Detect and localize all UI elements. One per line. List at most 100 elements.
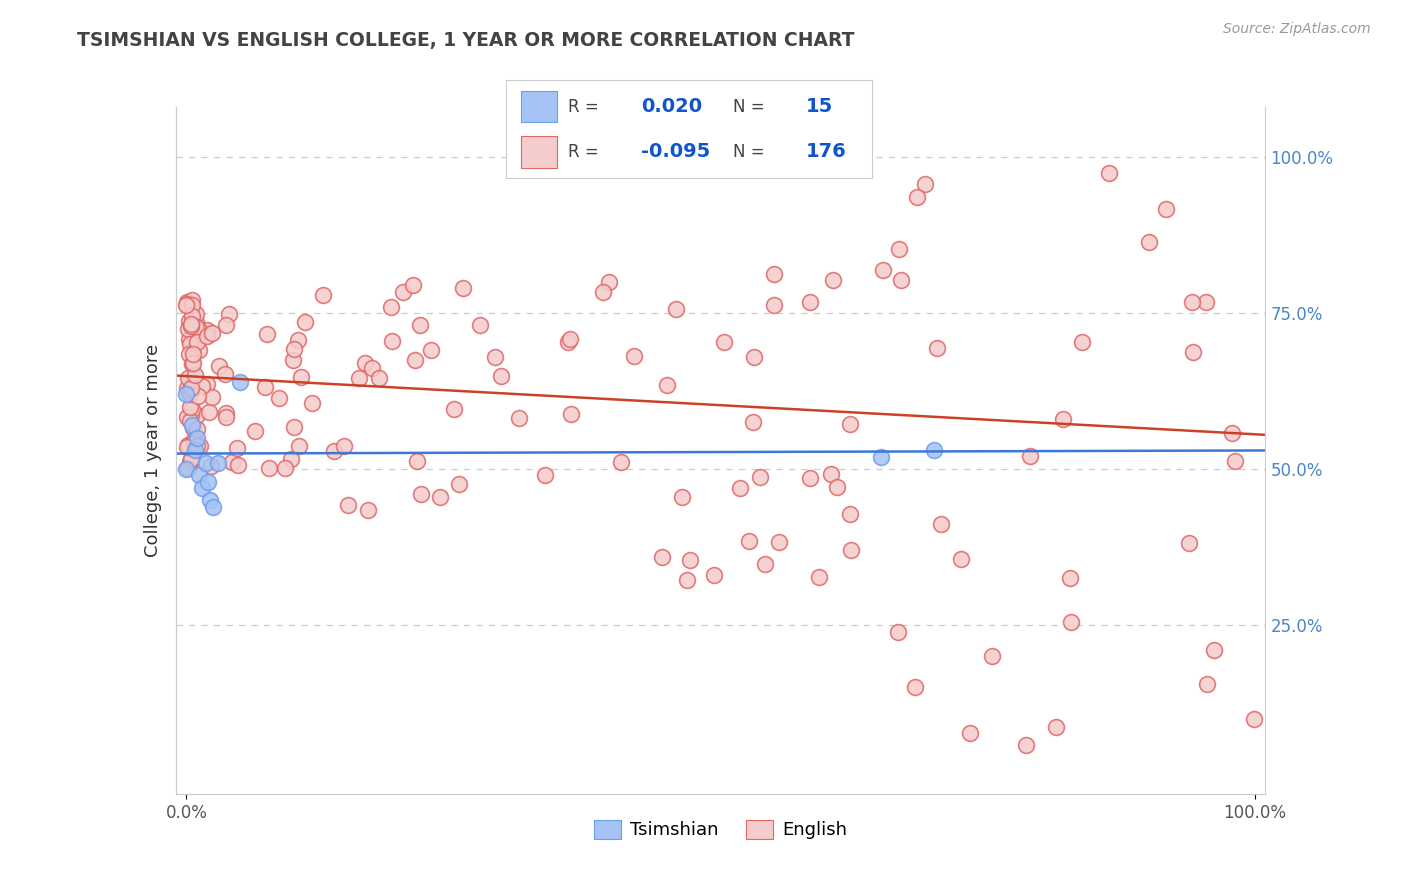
Point [186,315,208,329]
Point [176,409,198,424]
Point [181,298,204,312]
Point [195,323,218,337]
Point [807,570,830,584]
Point [762,267,785,281]
Point [768,535,790,549]
Bar [520,136,557,168]
Point [1052,412,1074,426]
Point [1018,449,1040,463]
Point [183,436,205,450]
Point [179,400,201,414]
Text: N =: N = [733,98,765,116]
Point [380,300,402,314]
Point [176,295,198,310]
Point [748,469,770,483]
Point [357,502,380,516]
Y-axis label: College, 1 year or more: College, 1 year or more [143,344,162,557]
Point [742,415,765,429]
Point [1098,166,1121,180]
Point [186,422,208,436]
Point [1195,676,1218,690]
Point [281,353,304,368]
Point [218,307,240,321]
Point [839,417,862,431]
Point [179,414,201,428]
Point [188,439,211,453]
Point [347,371,370,385]
Point [181,356,204,370]
Point [177,384,200,398]
Point [215,318,238,332]
Point [273,460,295,475]
Point [337,498,360,512]
Point [177,322,200,336]
Point [409,318,432,332]
Point [623,349,645,363]
Point [361,361,384,376]
Point [484,350,506,364]
Point [1045,719,1067,733]
Point [201,390,224,404]
Point [198,405,221,419]
Point [287,333,309,347]
Point [730,481,752,495]
Point [257,461,280,475]
Point [187,389,209,403]
Point [869,450,891,464]
Point [186,439,208,453]
Point [1204,642,1226,657]
Point [186,431,208,445]
Point [176,387,198,401]
Point [799,295,821,310]
Point [703,567,725,582]
Point [188,468,211,483]
Point [1071,334,1094,349]
Point [181,379,204,393]
Point [678,552,700,566]
Point [181,421,204,435]
Point [180,452,202,467]
Point [181,382,204,396]
Point [215,410,238,425]
Point [468,318,491,333]
Point [1154,202,1177,217]
Point [184,320,207,334]
Point [195,329,218,343]
Point [181,293,204,308]
Point [560,407,582,421]
Point [207,456,229,470]
Point [198,493,221,508]
Point [186,334,208,349]
Point [1225,454,1247,468]
Point [823,272,845,286]
Point [1181,345,1204,359]
Point [655,378,678,392]
Point [180,318,202,332]
Point [176,440,198,454]
Point [208,359,231,373]
Point [187,326,209,340]
Point [256,326,278,341]
Point [177,461,200,475]
Point [181,347,204,361]
Point [381,334,404,348]
Point [592,285,614,299]
Point [180,381,202,395]
Point [280,452,302,467]
Point [754,557,776,571]
Point [226,441,249,455]
Point [449,477,471,491]
Point [294,315,316,329]
Point [283,419,305,434]
Point [184,368,207,382]
Point [676,573,699,587]
Point [179,336,201,351]
Point [243,425,266,439]
Point [929,516,952,531]
Point [183,434,205,448]
Point [419,343,441,358]
Point [184,307,207,321]
Point [179,347,201,361]
Point [229,375,252,389]
Point [290,370,312,384]
